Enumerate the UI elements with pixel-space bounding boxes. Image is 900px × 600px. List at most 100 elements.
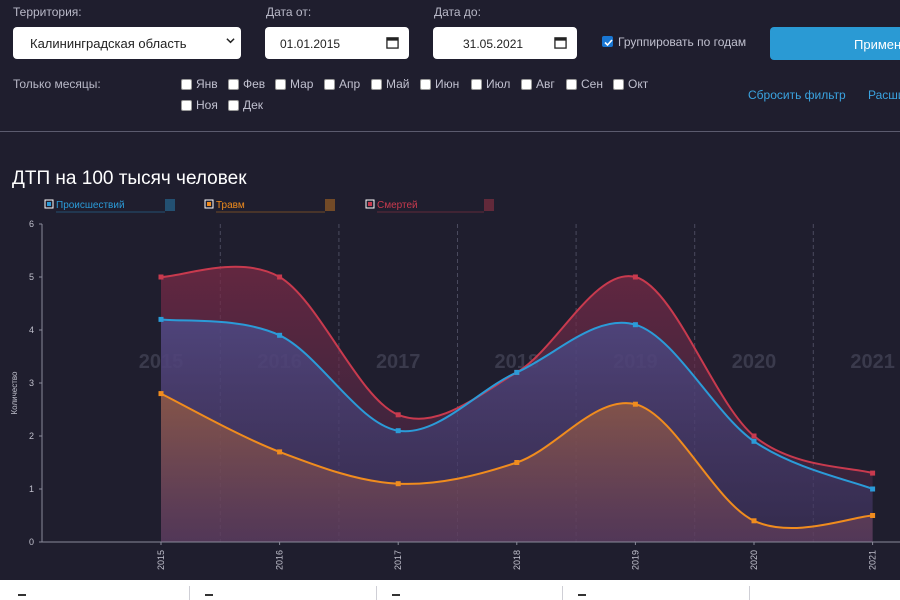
data-point-deaths bbox=[395, 412, 401, 418]
group-by-years-checkbox[interactable] bbox=[602, 36, 613, 47]
watermark-year-label: 2020 bbox=[732, 351, 777, 373]
x-tick-label: 2021 bbox=[868, 550, 878, 570]
bottom-panel bbox=[0, 580, 900, 600]
months-label: Только месяцы: bbox=[13, 77, 101, 91]
x-tick-label: 2019 bbox=[630, 550, 640, 570]
legend-marker-injuries bbox=[204, 199, 214, 209]
calendar-icon[interactable] bbox=[386, 36, 399, 49]
date-from-input[interactable]: 01.01.2015 bbox=[265, 27, 409, 59]
legend-swatch-incidents bbox=[165, 199, 175, 211]
data-point-incidents bbox=[514, 369, 520, 375]
chart-title: ДТП на 100 тысяч человек bbox=[12, 168, 247, 189]
month-label-sep: Сен bbox=[581, 77, 603, 91]
bottom-separator bbox=[376, 586, 377, 600]
filter-divider bbox=[0, 131, 900, 132]
data-point-deaths bbox=[277, 274, 283, 280]
group-by-years-label: Группировать по годам bbox=[618, 35, 747, 49]
x-tick-label: 2016 bbox=[275, 550, 285, 570]
month-label-oct: Окт bbox=[628, 77, 649, 91]
y-tick-label: 0 bbox=[29, 537, 34, 547]
month-label-dec: Дек bbox=[243, 98, 264, 112]
y-tick-label: 5 bbox=[29, 272, 34, 282]
bottom-card-marker bbox=[392, 594, 400, 596]
data-point-incidents bbox=[751, 438, 757, 444]
data-point-deaths bbox=[751, 433, 757, 439]
apply-button[interactable]: Примени bbox=[770, 27, 900, 60]
data-point-injuries bbox=[277, 449, 283, 455]
data-point-injuries bbox=[870, 513, 876, 518]
month-label-apr: Апр bbox=[339, 77, 361, 91]
data-point-incidents bbox=[632, 322, 638, 328]
month-label-feb: Фев bbox=[243, 77, 266, 91]
month-checkbox-oct[interactable] bbox=[613, 79, 624, 90]
x-tick-label: 2015 bbox=[156, 550, 166, 570]
month-checkbox-apr[interactable] bbox=[324, 79, 335, 90]
data-point-incidents bbox=[277, 332, 283, 338]
month-label-mar: Мар bbox=[290, 77, 314, 91]
x-tick-label: 2017 bbox=[393, 550, 403, 570]
watermark-year-label: 2017 bbox=[376, 351, 421, 373]
month-checkbox-feb[interactable] bbox=[228, 79, 239, 90]
month-checkbox-aug[interactable] bbox=[521, 79, 532, 90]
territory-select-value: Калининградская область bbox=[30, 36, 187, 51]
territory-select[interactable]: Калининградская область bbox=[13, 27, 241, 59]
territory-label: Территория: bbox=[13, 5, 82, 19]
legend-marker-deaths bbox=[365, 199, 375, 209]
legend-label-injuries: Травм bbox=[216, 200, 245, 211]
data-point-deaths bbox=[632, 274, 638, 280]
month-checkbox-jun[interactable] bbox=[420, 79, 431, 90]
month-checkbox-jul[interactable] bbox=[471, 79, 482, 90]
y-tick-label: 6 bbox=[29, 219, 34, 229]
month-label-nov: Ноя bbox=[196, 98, 218, 112]
month-checkbox-nov[interactable] bbox=[181, 100, 192, 111]
data-point-injuries bbox=[514, 460, 520, 465]
legend-label-deaths: Смертей bbox=[377, 200, 418, 211]
legend-marker-incidents bbox=[47, 202, 51, 206]
month-checkbox-mar[interactable] bbox=[275, 79, 286, 90]
month-checkbox-sep[interactable] bbox=[566, 79, 577, 90]
bottom-separator bbox=[562, 586, 563, 600]
bottom-separator bbox=[749, 586, 750, 600]
y-tick-label: 3 bbox=[29, 378, 34, 388]
date-from-value: 01.01.2015 bbox=[280, 37, 341, 51]
month-label-jun: Июн bbox=[435, 77, 460, 91]
month-label-may: Май bbox=[386, 77, 410, 91]
chevron-down-icon bbox=[226, 38, 235, 44]
legend-swatch-injuries bbox=[325, 199, 335, 211]
reset-filter-link[interactable]: Сбросить фильтр bbox=[748, 88, 846, 102]
date-to-label: Дата до: bbox=[434, 5, 481, 19]
x-tick-label: 2018 bbox=[512, 550, 522, 570]
month-checkbox-jan[interactable] bbox=[181, 79, 192, 90]
bottom-card-marker bbox=[578, 594, 586, 596]
bottom-card-marker bbox=[205, 594, 213, 596]
data-point-injuries bbox=[158, 391, 164, 397]
y-tick-label: 2 bbox=[29, 431, 34, 441]
y-tick-label: 1 bbox=[29, 484, 34, 494]
bottom-card-marker bbox=[18, 594, 26, 596]
date-to-input[interactable]: 31.05.2021 bbox=[433, 27, 577, 59]
extended-filter-link[interactable]: Расши bbox=[868, 88, 900, 102]
month-label-aug: Авг bbox=[536, 77, 555, 91]
chart: 2015201620172018201920202021012345620152… bbox=[10, 199, 900, 570]
data-point-incidents bbox=[870, 486, 876, 492]
month-checkbox-may[interactable] bbox=[371, 79, 382, 90]
calendar-icon[interactable] bbox=[554, 36, 567, 49]
bottom-separator bbox=[189, 586, 190, 600]
month-checkbox-dec[interactable] bbox=[228, 100, 239, 111]
month-label-jan: Янв bbox=[196, 77, 218, 91]
date-to-value: 31.05.2021 bbox=[463, 37, 524, 51]
legend-swatch-deaths bbox=[484, 199, 494, 211]
filter-panel: Территория: Калининградская область Дата… bbox=[0, 0, 900, 132]
series-area-injuries bbox=[161, 393, 873, 542]
y-tick-label: 4 bbox=[29, 325, 34, 335]
data-point-incidents bbox=[158, 316, 164, 322]
watermark-year-label: 2021 bbox=[850, 351, 895, 373]
legend-label-incidents: Происшествий bbox=[56, 200, 125, 211]
data-point-deaths bbox=[870, 470, 876, 476]
data-point-deaths bbox=[158, 274, 164, 280]
legend-marker-injuries bbox=[207, 202, 211, 206]
data-point-injuries bbox=[632, 401, 638, 407]
date-from-label: Дата от: bbox=[266, 5, 312, 19]
legend-marker-incidents bbox=[44, 199, 54, 209]
x-tick-label: 2020 bbox=[749, 550, 759, 570]
